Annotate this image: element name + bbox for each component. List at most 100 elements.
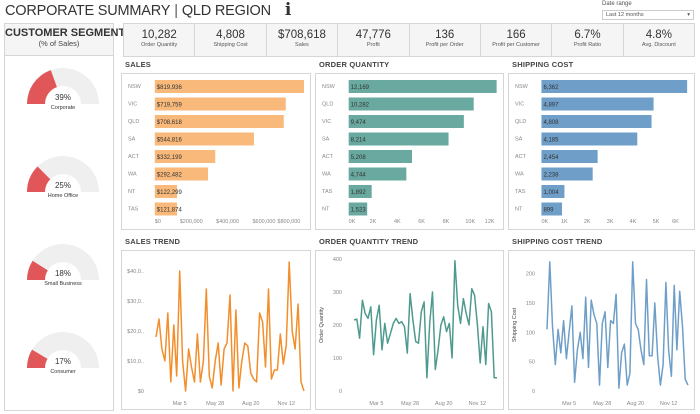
bar-value-label: 2,238 [543, 173, 559, 179]
kpi-order-quantity[interactable]: 10,282 Order Quantity [124, 24, 196, 56]
bar-nt[interactable] [348, 202, 368, 216]
bar-value-label: $332,199 [157, 155, 183, 161]
gauge-corporate[interactable]: 39% Corporate [19, 57, 107, 127]
gauge-fill [27, 166, 51, 192]
shipping-cost-trend-chart: 0 50 100 150 200 Shipping Cost Mar 5 May 28 Aug … [508, 250, 695, 410]
x-tick-label: 5K [653, 219, 660, 225]
gauge-percent: 39% [54, 93, 71, 102]
y-tick-label: 50 [529, 360, 535, 366]
gauge-fill [27, 260, 48, 280]
x-tick-label: 0K [349, 219, 356, 225]
kpi-shipping-cost[interactable]: 4,808 Shipping Cost [195, 24, 267, 56]
category-label: TAS [128, 207, 139, 213]
customer-segment-panel: CUSTOMER SEGMENT (% of Sales) 39% Corporat… [4, 23, 125, 411]
bar-value-label: 1,523 [351, 208, 367, 214]
x-tick-label: Aug 20 [627, 401, 644, 407]
kpi-profit-per-customer[interactable]: 166 Profit per Customer [481, 24, 553, 56]
x-tick-label: 10K [465, 219, 475, 225]
x-tick-label: 2K [584, 219, 591, 225]
bar-wa[interactable] [154, 167, 209, 181]
gauge-label: Small Business [44, 281, 82, 287]
bar-act[interactable] [348, 150, 412, 163]
category-label: VIC [322, 119, 331, 125]
x-tick-label: $0 [155, 219, 161, 225]
bar-tas[interactable] [348, 185, 372, 198]
gauge-consumer[interactable]: 17% Consumer [19, 321, 107, 391]
gauge-home-office[interactable]: 25% Home Office [19, 145, 107, 215]
bar-value-label: 899 [543, 208, 554, 214]
category-label: WA [515, 172, 524, 178]
bar-tas[interactable] [154, 202, 177, 216]
category-label: NT [128, 189, 136, 195]
bar-nsw[interactable] [541, 80, 688, 93]
bar-act[interactable] [541, 150, 598, 163]
bar-value-label: $819,936 [157, 85, 183, 91]
bar-vic[interactable] [541, 97, 654, 111]
x-tick-label: $600,000 [252, 219, 275, 225]
info-icon[interactable]: i [284, 0, 292, 20]
bar-qld[interactable] [154, 115, 284, 128]
y-tick-label: $10,0.. [127, 359, 144, 365]
bar-tas[interactable] [541, 185, 565, 198]
x-tick-label: 6K [418, 219, 425, 225]
kpi-value: 166 [506, 29, 526, 41]
y-tick-label: $20,0.. [127, 329, 144, 335]
y-tick-label: 0 [339, 389, 342, 395]
bar-qld[interactable] [541, 115, 652, 128]
bar-wa[interactable] [541, 167, 593, 181]
title-text: CORPORATE SUMMARY [5, 3, 171, 19]
sales-trend-title: SALES TREND [125, 237, 181, 246]
kpi-profit-per-order[interactable]: 136 Profit per Order [410, 24, 481, 56]
order-quantity-chart: NSW 12,169 QLD 10,282 VIC 9,474 SA 8,214 ACT 5,20… [315, 73, 504, 230]
bar-value-label: 4,897 [543, 103, 559, 109]
category-label: VIC [128, 102, 137, 108]
bar-value-label: 10,282 [351, 103, 370, 109]
bar-nt[interactable] [541, 202, 563, 216]
kpi-avg-discount[interactable]: 4.8% Avg. Discount [624, 24, 694, 56]
bar-nsw[interactable] [348, 80, 497, 93]
kpi-value: $708,618 [277, 29, 326, 41]
kpi-sales[interactable]: $708,618 Sales [267, 24, 339, 56]
bar-wa[interactable] [348, 167, 407, 181]
y-tick-label: $40,0.. [127, 269, 144, 275]
bar-qld[interactable] [348, 97, 474, 111]
bar-act[interactable] [154, 150, 216, 163]
bar-value-label: 1,004 [543, 190, 559, 196]
sales-title: SALES [125, 60, 152, 69]
category-label: TAS [515, 189, 526, 195]
trend-line[interactable] [353, 259, 497, 379]
bar-nsw[interactable] [154, 80, 304, 93]
gauge-arc [27, 68, 99, 104]
bar-vic[interactable] [154, 97, 286, 111]
bar-vic[interactable] [348, 115, 464, 128]
y-axis-label: Shipping Cost [512, 307, 518, 342]
bar-value-label: 5,208 [351, 155, 367, 161]
bar-sa[interactable] [348, 132, 449, 146]
x-tick-label: 4K [630, 219, 637, 225]
bar-sa[interactable] [541, 132, 638, 146]
y-tick-label: 300 [333, 290, 342, 296]
bar-value-label: 1,892 [351, 190, 367, 196]
trend-line[interactable] [546, 261, 689, 389]
category-label: SA [128, 137, 136, 143]
bar-value-label: $719,759 [157, 103, 183, 109]
category-label: QLD [515, 119, 526, 125]
y-tick-label: 150 [526, 301, 535, 307]
x-tick-label: 6K [672, 219, 679, 225]
kpi-label: Avg. Discount [641, 42, 676, 48]
category-label: NT [322, 207, 330, 213]
bar-value-label: $292,482 [157, 173, 183, 179]
kpi-value: 47,776 [355, 29, 391, 41]
category-label: QLD [322, 102, 333, 108]
date-range-select[interactable]: Last 12 months ▾ [602, 10, 694, 20]
bar-value-label: $544,816 [157, 138, 183, 144]
gauge-small-business[interactable]: 18% Small Business [19, 233, 107, 303]
trend-line[interactable] [155, 261, 305, 392]
gauge-label: Corporate [50, 105, 76, 111]
kpi-profit[interactable]: 47,776 Profit [338, 24, 410, 56]
bar-nt[interactable] [154, 185, 178, 198]
segment-subtitle: (% of Sales) [38, 39, 80, 48]
x-tick-label: 1K [561, 219, 568, 225]
kpi-profit-ratio[interactable]: 6.7% Profit Ratio [552, 24, 624, 56]
bar-sa[interactable] [154, 132, 254, 146]
